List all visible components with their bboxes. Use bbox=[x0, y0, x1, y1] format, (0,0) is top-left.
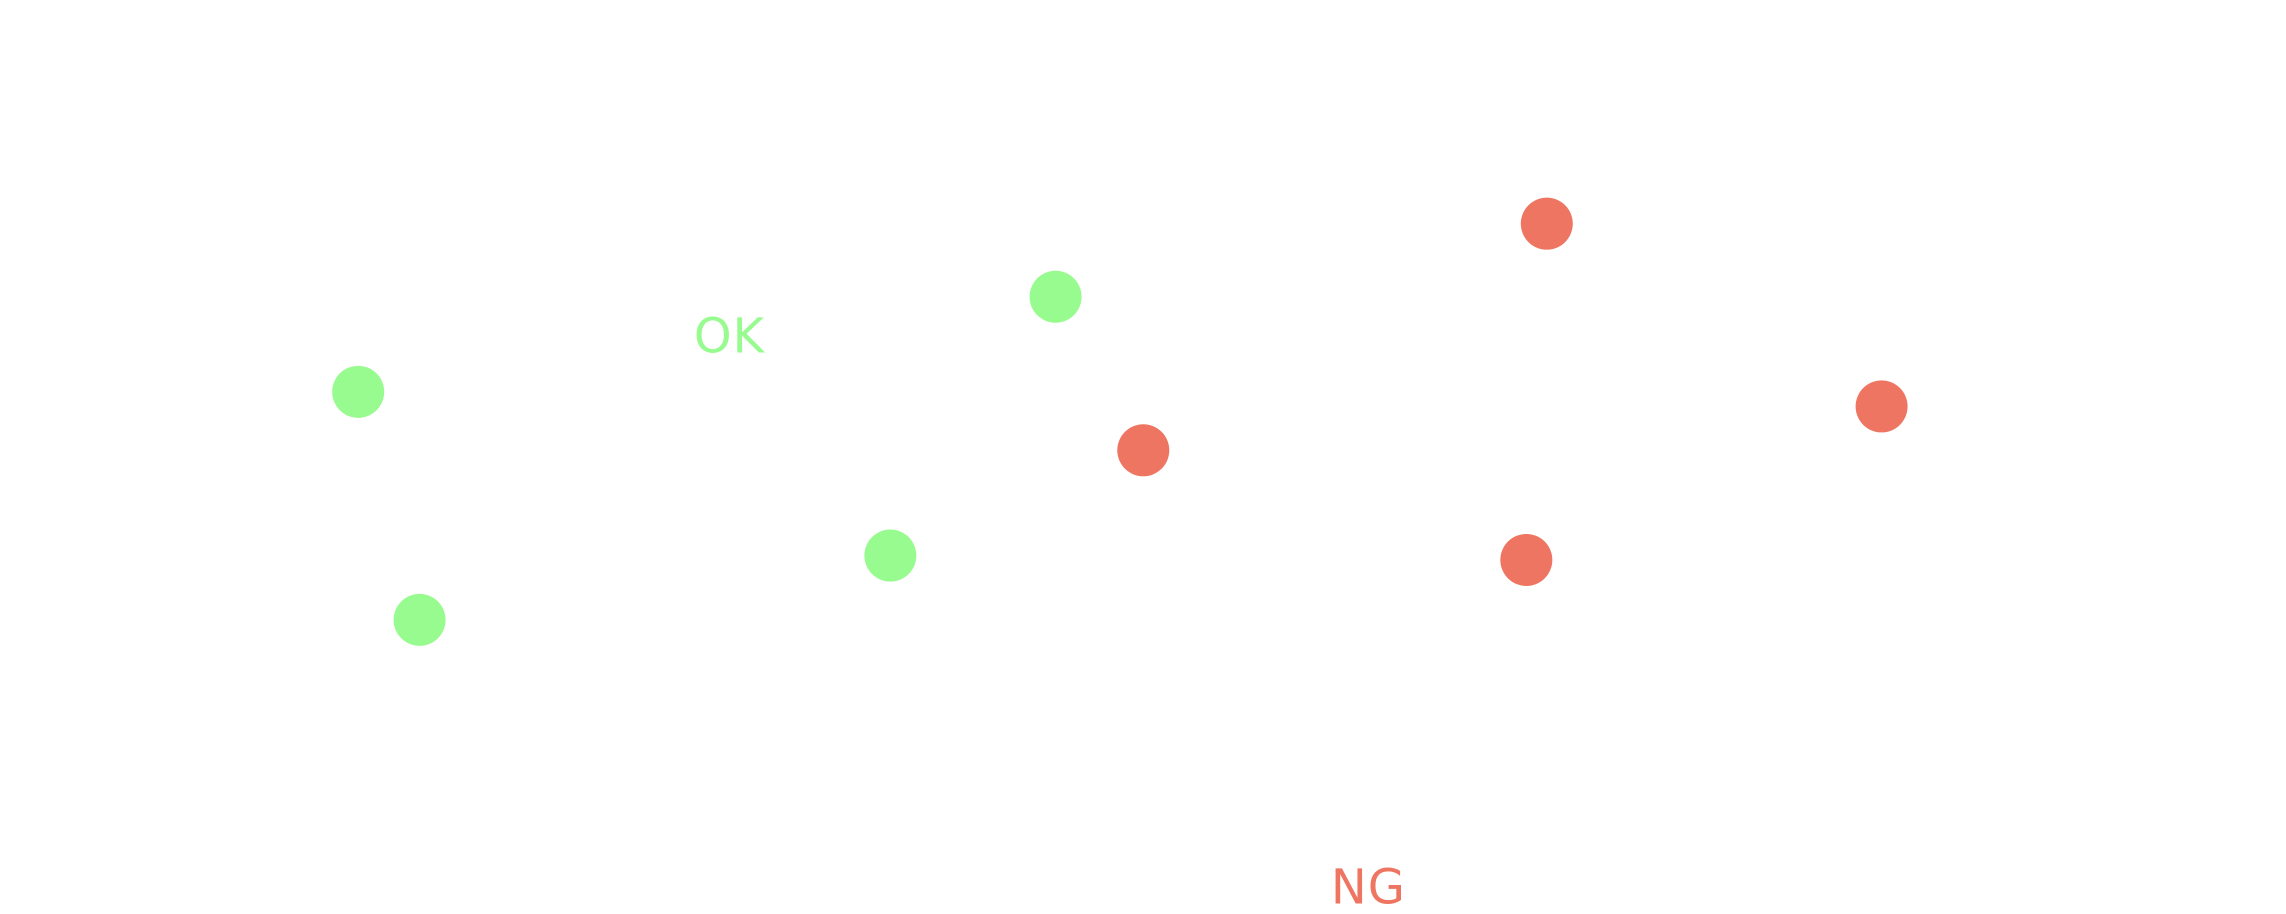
point-ng-4 bbox=[1855, 380, 1908, 433]
point-ok-3 bbox=[864, 529, 917, 582]
point-ng-3 bbox=[1520, 197, 1573, 250]
point-ng-1 bbox=[1117, 424, 1170, 477]
points-layer bbox=[332, 197, 1908, 646]
point-ok-2 bbox=[393, 593, 446, 646]
point-ok-4 bbox=[1029, 270, 1082, 323]
cluster-label-ng: NG bbox=[1331, 859, 1406, 914]
point-ok-1 bbox=[332, 365, 385, 418]
point-ng-2 bbox=[1500, 533, 1553, 586]
cluster-label-ok: OK bbox=[694, 308, 766, 364]
